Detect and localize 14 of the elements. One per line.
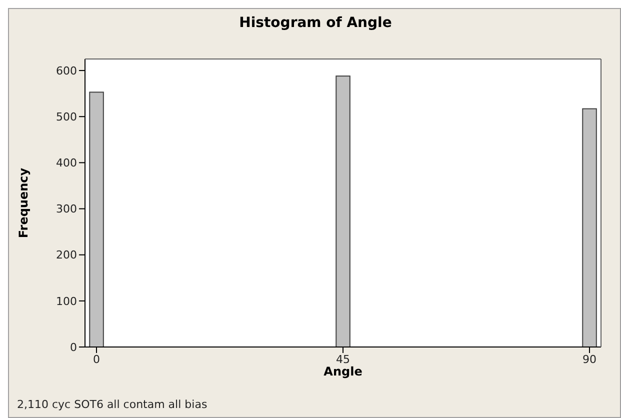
x-tick-label: 0 bbox=[93, 352, 100, 366]
y-tick-label: 200 bbox=[56, 248, 77, 262]
text: 2,110 cyc SOT6 all contam all bias bbox=[17, 398, 208, 411]
x-tick-label: 90 bbox=[582, 352, 596, 366]
y-tick-label: 600 bbox=[56, 64, 77, 78]
x-axis-title: Angle bbox=[324, 364, 362, 379]
y-tick-label: 500 bbox=[56, 110, 77, 124]
y-axis-title: Frequency bbox=[16, 168, 30, 238]
y-tick-label: 400 bbox=[56, 156, 77, 170]
y-tick-label: 0 bbox=[70, 340, 77, 354]
chart-title: Histogram of Angle bbox=[238, 15, 393, 31]
y-tick-label: 100 bbox=[56, 294, 77, 308]
y-tick-label: 300 bbox=[56, 202, 77, 216]
x-tick-label: 45 bbox=[336, 352, 350, 366]
